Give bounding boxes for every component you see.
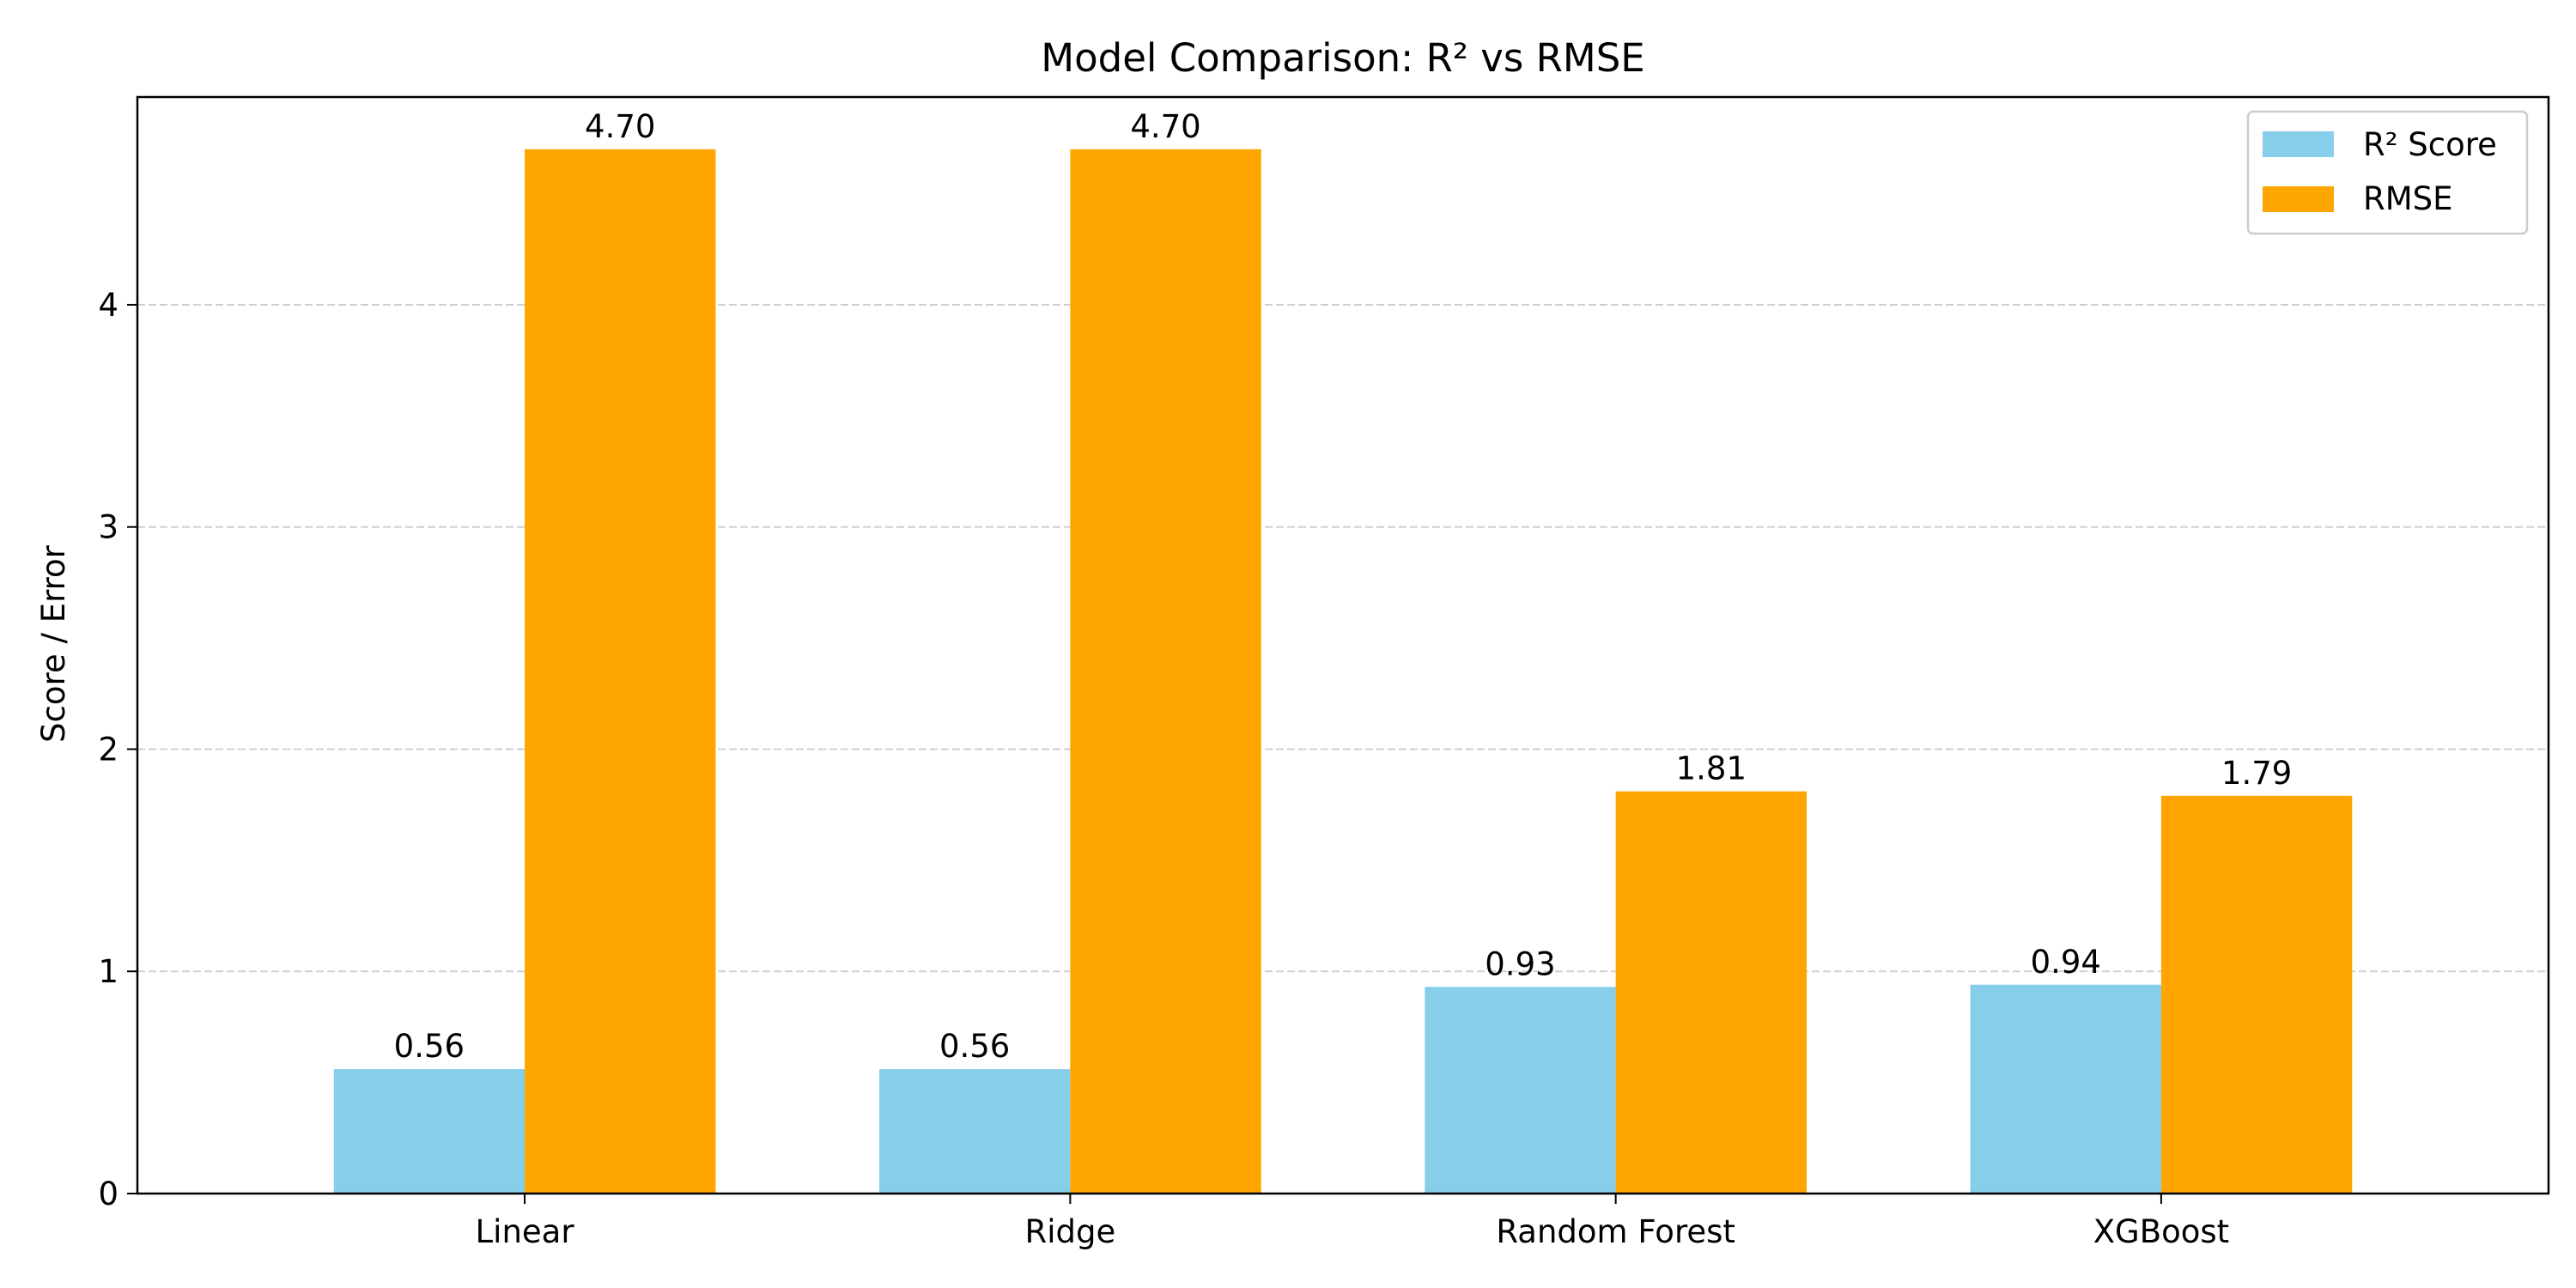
legend: R² Score RMSE — [2246, 110, 2529, 235]
y-tick-label-2: 2 — [98, 731, 118, 768]
plot-frame — [136, 95, 2550, 1195]
bar-r-score-random-forest — [1425, 987, 1616, 1194]
data-label-rmse-ridge: 4.70 — [1130, 108, 1200, 145]
x-axis: Linear Ridge Random Forest XGBoost — [476, 1194, 2229, 1250]
bar-r-score-linear — [333, 1069, 526, 1194]
data-label-r-score-xgboost: 0.94 — [2031, 944, 2101, 981]
y-axis-label: Score / Error — [35, 544, 72, 743]
chart-title: Model Comparison: R² vs RMSE — [1041, 35, 1644, 81]
bar-rmse-xgboost — [2160, 795, 2353, 1194]
x-tick-label-xgboost: XGBoost — [2093, 1213, 2229, 1250]
x-tick-label-ridge: Ridge — [1024, 1213, 1115, 1250]
bar-r-score-xgboost — [1970, 984, 2161, 1194]
x-tick-label-random-forest: Random Forest — [1496, 1213, 1735, 1250]
legend-swatch-r2-score — [2263, 131, 2334, 157]
data-label-r-score-linear: 0.56 — [394, 1028, 465, 1065]
legend-label-rmse: RMSE — [2363, 180, 2453, 217]
legend-label-r2-score: R² Score — [2363, 126, 2497, 163]
bar-rmse-linear — [525, 149, 716, 1194]
bars — [333, 149, 2353, 1194]
data-label-rmse-linear: 4.70 — [585, 108, 655, 145]
y-tick-label-1: 1 — [98, 953, 118, 990]
bar-rmse-random-forest — [1615, 791, 1807, 1194]
y-tick-label-3: 3 — [98, 509, 118, 546]
data-labels: 0.56 4.70 0.56 4.70 0.93 1.81 0.94 1.79 — [394, 108, 2293, 1065]
y-axis: 0 1 2 3 4 — [98, 287, 137, 1212]
x-tick-label-linear: Linear — [476, 1213, 575, 1250]
data-label-rmse-random-forest: 1.81 — [1676, 750, 1747, 787]
data-label-r-score-random-forest: 0.93 — [1485, 945, 1555, 982]
legend-swatch-rmse — [2263, 186, 2334, 212]
data-label-rmse-xgboost: 1.79 — [2221, 755, 2292, 792]
data-label-r-score-ridge: 0.56 — [939, 1028, 1010, 1065]
y-tick-label-4: 4 — [98, 287, 118, 324]
y-tick-label-0: 0 — [98, 1176, 118, 1212]
bar-rmse-ridge — [1070, 149, 1261, 1194]
bar-r-score-ridge — [879, 1069, 1071, 1194]
